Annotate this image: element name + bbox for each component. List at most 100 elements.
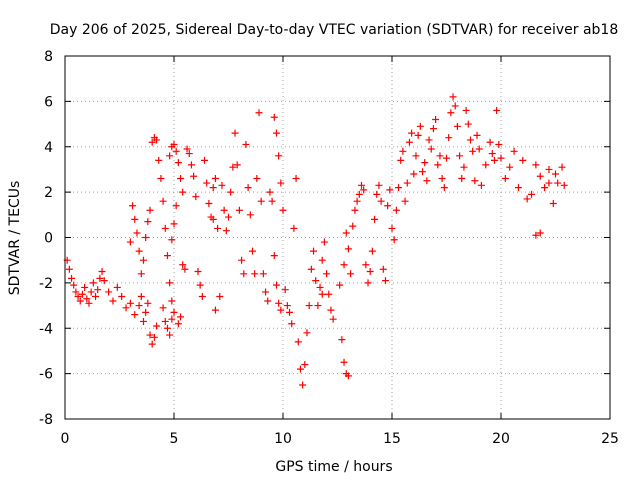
data-point — [68, 274, 76, 282]
data-point — [129, 202, 137, 210]
data-point — [469, 147, 477, 155]
data-point — [109, 297, 117, 305]
data-point — [257, 197, 265, 205]
data-point — [340, 261, 348, 269]
data-point — [255, 109, 263, 117]
data-point — [545, 165, 553, 173]
data-point — [344, 372, 352, 380]
data-point — [177, 313, 185, 321]
data-point — [190, 172, 198, 180]
data-point — [96, 274, 104, 282]
data-point — [153, 322, 161, 330]
data-point — [453, 122, 461, 130]
data-point — [536, 229, 544, 237]
data-point — [137, 292, 145, 300]
data-point — [371, 215, 379, 223]
data-point — [166, 331, 174, 339]
y-tick-label: 8 — [44, 49, 53, 65]
y-tick-label: -8 — [39, 412, 53, 428]
data-point — [323, 270, 331, 278]
data-point — [466, 136, 474, 144]
data-point — [135, 247, 143, 255]
data-point — [246, 211, 254, 219]
data-point — [357, 181, 365, 189]
data-point — [425, 136, 433, 144]
data-point — [408, 129, 416, 137]
data-point — [316, 283, 324, 291]
data-point — [150, 333, 158, 341]
data-point — [277, 179, 285, 187]
y-tick-label: -4 — [39, 321, 53, 337]
data-point — [170, 140, 178, 148]
data-point — [456, 152, 464, 160]
data-point — [366, 268, 374, 276]
data-point — [146, 331, 154, 339]
data-point — [174, 159, 182, 167]
data-point — [153, 136, 161, 144]
data-point — [373, 190, 381, 198]
data-point — [299, 381, 307, 389]
data-point — [432, 116, 440, 124]
data-point — [105, 288, 113, 296]
data-point — [451, 102, 459, 110]
data-point — [242, 140, 250, 148]
data-point — [214, 224, 222, 232]
data-point — [379, 265, 387, 273]
data-point — [552, 170, 559, 178]
data-point — [203, 179, 211, 187]
data-point — [163, 252, 171, 260]
data-point — [163, 324, 171, 332]
data-points — [63, 93, 568, 389]
data-point — [281, 286, 289, 294]
data-point — [264, 297, 272, 305]
data-point — [166, 279, 174, 287]
data-point — [364, 279, 372, 287]
data-point — [137, 270, 145, 278]
data-point — [253, 175, 261, 183]
data-point — [283, 302, 291, 310]
data-point — [225, 213, 232, 221]
data-point — [78, 290, 86, 298]
data-point — [113, 283, 121, 291]
data-point — [419, 168, 427, 176]
data-point — [351, 206, 359, 214]
data-point — [514, 184, 522, 192]
data-point — [144, 218, 152, 226]
data-point — [74, 292, 82, 300]
data-point — [429, 125, 437, 133]
data-point — [209, 184, 217, 192]
data-point — [347, 270, 355, 278]
data-point — [227, 188, 235, 196]
data-point — [443, 154, 450, 162]
data-point — [118, 292, 126, 300]
data-point — [92, 292, 100, 300]
data-point — [310, 247, 318, 255]
data-point — [493, 106, 501, 114]
data-point — [375, 181, 383, 189]
data-point — [338, 336, 346, 344]
data-point — [377, 197, 385, 205]
data-point — [126, 299, 134, 307]
data-point — [270, 113, 278, 121]
data-point — [349, 222, 357, 230]
data-point — [172, 147, 180, 155]
data-point — [155, 156, 163, 164]
data-point — [482, 161, 490, 169]
data-point — [414, 131, 422, 139]
data-point — [360, 186, 368, 194]
data-point — [318, 290, 326, 298]
data-point — [131, 215, 139, 223]
data-point — [301, 361, 309, 369]
data-point — [122, 304, 130, 312]
data-point — [303, 329, 311, 337]
data-point — [100, 277, 108, 285]
data-point — [177, 175, 185, 183]
data-point — [240, 270, 248, 278]
data-point — [148, 138, 156, 146]
data-point — [390, 236, 398, 244]
data-point — [139, 256, 147, 264]
data-point — [216, 292, 224, 300]
data-point — [142, 234, 150, 241]
data-point — [168, 297, 176, 305]
data-point — [545, 179, 553, 187]
